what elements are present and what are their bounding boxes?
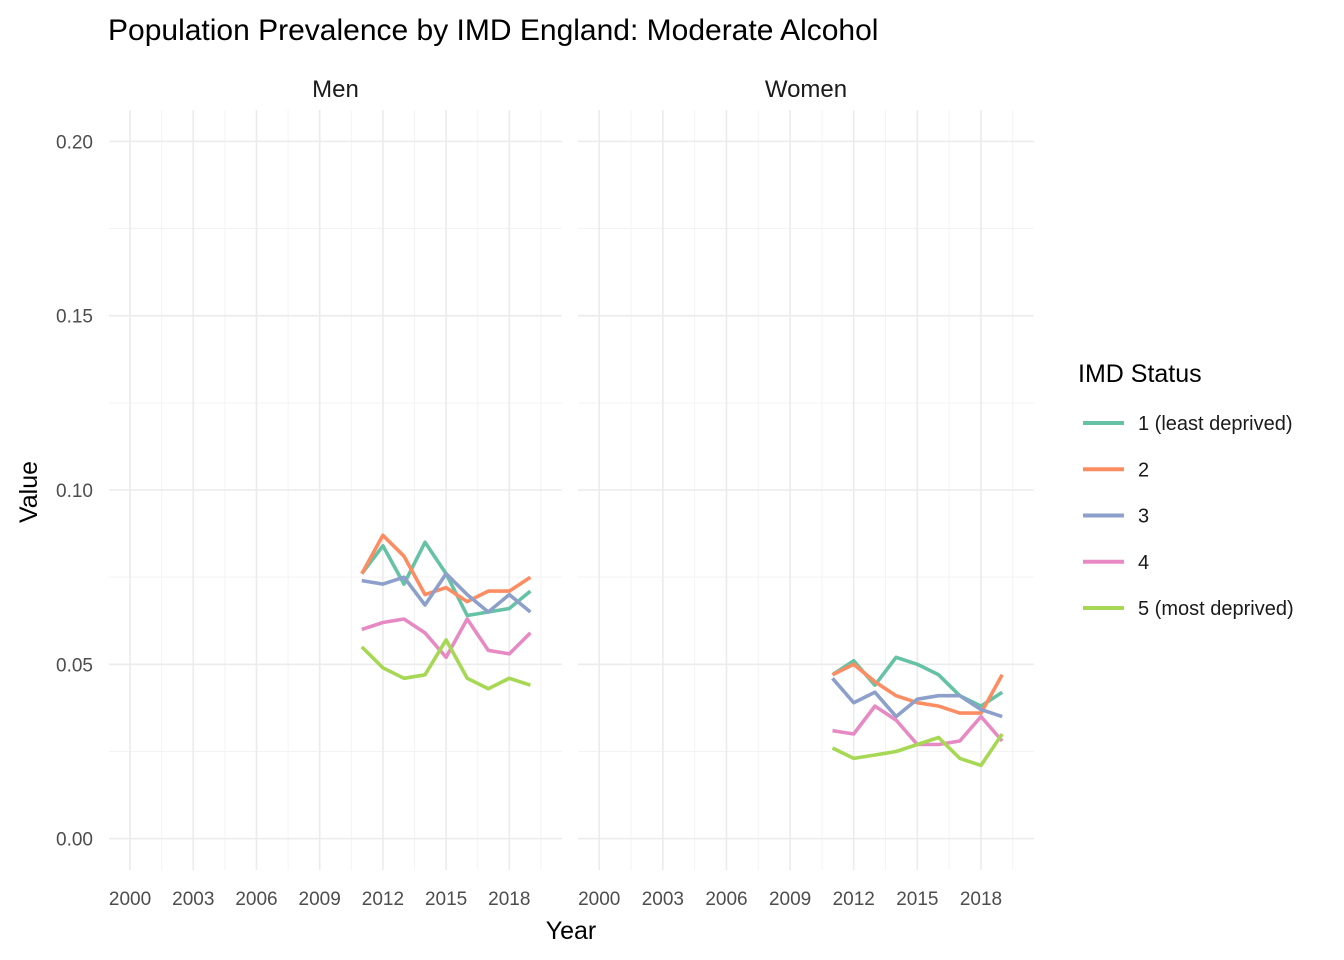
y-tick-label: 0.10 xyxy=(56,481,93,502)
series-line-women xyxy=(831,732,1004,768)
x-tick-label: 2015 xyxy=(425,889,467,910)
panel-women: Women 2000 2003 2006 2009 2012 2015 2018 xyxy=(578,76,1034,910)
legend-entry: 2 xyxy=(1083,459,1149,481)
x-tick-label: 2006 xyxy=(705,889,747,910)
x-tick-label: 2009 xyxy=(769,889,811,910)
series-line-women xyxy=(831,662,1004,715)
x-tick-label: 2000 xyxy=(109,889,151,910)
y-tick-label: 0.20 xyxy=(56,132,93,153)
legend-title: IMD Status xyxy=(1078,360,1202,388)
legend-label: 2 xyxy=(1138,459,1149,481)
x-tick-label: 2018 xyxy=(488,889,530,910)
legend-label: 1 (least deprived) xyxy=(1138,413,1293,435)
y-tick-label: 0.05 xyxy=(56,655,93,676)
x-tick-label: 2003 xyxy=(172,889,214,910)
legend-label: 5 (most deprived) xyxy=(1138,598,1294,620)
y-tick-label: 0.00 xyxy=(56,830,93,851)
x-tick-label: 2000 xyxy=(578,889,620,910)
x-tick-label: 2006 xyxy=(235,889,277,910)
x-tick-label: 2015 xyxy=(896,889,938,910)
legend: IMD Status 1 (least deprived) 2 3 4 5 (most … xyxy=(1078,360,1294,620)
y-tick-label: 0.15 xyxy=(56,307,93,328)
x-tick-label: 2018 xyxy=(960,889,1002,910)
y-axis-title: Value xyxy=(15,461,43,523)
series-line-men xyxy=(360,638,531,691)
legend-label: 3 xyxy=(1138,506,1149,528)
legend-entry: 3 xyxy=(1083,506,1149,528)
x-tick-label: 2009 xyxy=(299,889,341,910)
legend-label: 4 xyxy=(1138,552,1149,574)
x-axis-title: Year xyxy=(546,917,597,945)
facet-label: Men xyxy=(312,76,359,103)
series-line-women xyxy=(831,677,1003,719)
series-line-men xyxy=(360,533,532,604)
panel-men: Men 2000 2003 2006 2009 2012 2015 2018 0.00 0.05 0… xyxy=(56,76,562,910)
legend-entry: 4 xyxy=(1083,552,1149,574)
series-line-men xyxy=(361,617,532,660)
panels: Men 2000 2003 2006 2009 2012 2015 2018 0.00 0.05 0… xyxy=(56,76,1034,910)
facet-label: Women xyxy=(765,76,847,103)
x-tick-label: 2003 xyxy=(642,889,684,910)
chart-title: Population Prevalence by IMD England: Mo… xyxy=(108,14,878,47)
legend-entry: 5 (most deprived) xyxy=(1083,598,1294,620)
x-tick-label: 2012 xyxy=(362,889,404,910)
legend-entry: 1 (least deprived) xyxy=(1083,413,1293,435)
series-line-men xyxy=(361,571,532,614)
x-tick-label: 2012 xyxy=(833,889,875,910)
